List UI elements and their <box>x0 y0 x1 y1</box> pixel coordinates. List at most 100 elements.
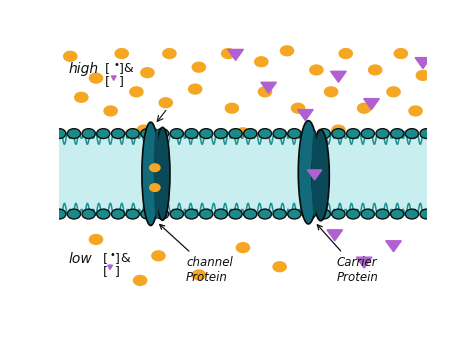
Circle shape <box>152 251 165 261</box>
Text: Carrier
Protein: Carrier Protein <box>317 225 378 284</box>
Text: channel
Protein: channel Protein <box>160 224 233 284</box>
Circle shape <box>405 209 419 219</box>
Circle shape <box>387 87 400 97</box>
Circle shape <box>244 209 257 219</box>
Circle shape <box>244 129 257 138</box>
Circle shape <box>357 103 371 113</box>
Circle shape <box>258 129 272 138</box>
Text: [: [ <box>102 264 108 278</box>
Text: low: low <box>68 252 92 266</box>
Polygon shape <box>228 49 243 60</box>
Ellipse shape <box>311 131 318 216</box>
Bar <box>59 136 427 212</box>
Polygon shape <box>307 170 322 180</box>
Circle shape <box>159 98 173 108</box>
Circle shape <box>200 129 213 138</box>
Circle shape <box>405 129 419 138</box>
Circle shape <box>214 209 228 219</box>
Circle shape <box>391 129 404 138</box>
Circle shape <box>104 106 117 116</box>
Circle shape <box>67 129 81 138</box>
Circle shape <box>339 49 352 59</box>
Circle shape <box>317 209 330 219</box>
Text: ]: ] <box>115 252 120 265</box>
Circle shape <box>185 129 198 138</box>
Circle shape <box>53 209 66 219</box>
Circle shape <box>82 129 95 138</box>
Circle shape <box>170 209 183 219</box>
Circle shape <box>75 92 88 102</box>
Ellipse shape <box>312 130 329 221</box>
Circle shape <box>302 209 316 219</box>
Circle shape <box>111 209 125 219</box>
Circle shape <box>229 209 242 219</box>
Circle shape <box>332 125 345 135</box>
Circle shape <box>141 209 154 219</box>
Circle shape <box>214 129 228 138</box>
Circle shape <box>82 209 95 219</box>
Polygon shape <box>327 230 343 241</box>
Text: ]: ] <box>119 62 124 75</box>
Circle shape <box>67 209 81 219</box>
Circle shape <box>391 209 404 219</box>
Circle shape <box>288 129 301 138</box>
Circle shape <box>126 209 139 219</box>
Circle shape <box>170 129 183 138</box>
Circle shape <box>380 139 393 149</box>
Circle shape <box>255 57 268 67</box>
Ellipse shape <box>155 127 170 220</box>
Circle shape <box>376 129 389 138</box>
Circle shape <box>332 209 345 219</box>
Polygon shape <box>386 241 401 252</box>
Circle shape <box>200 209 213 219</box>
Circle shape <box>229 129 242 138</box>
Circle shape <box>376 209 389 219</box>
Circle shape <box>258 209 272 219</box>
Circle shape <box>281 139 293 149</box>
Circle shape <box>416 71 429 80</box>
Circle shape <box>292 103 305 113</box>
Circle shape <box>141 68 154 78</box>
Circle shape <box>90 73 102 83</box>
Circle shape <box>346 209 360 219</box>
Circle shape <box>93 133 106 143</box>
Text: [: [ <box>102 252 108 265</box>
Circle shape <box>310 65 323 75</box>
Circle shape <box>134 275 146 285</box>
Circle shape <box>258 87 272 97</box>
Circle shape <box>189 84 202 94</box>
Circle shape <box>155 129 169 138</box>
Polygon shape <box>108 265 112 269</box>
Circle shape <box>150 164 160 171</box>
Circle shape <box>409 106 422 116</box>
Circle shape <box>332 129 345 138</box>
Text: high: high <box>68 62 99 76</box>
Circle shape <box>302 129 316 138</box>
Circle shape <box>420 129 433 138</box>
Circle shape <box>346 129 360 138</box>
Circle shape <box>141 129 154 138</box>
Polygon shape <box>261 82 276 93</box>
Text: •: • <box>114 60 119 70</box>
Circle shape <box>361 129 374 138</box>
Circle shape <box>126 129 139 138</box>
Ellipse shape <box>298 121 319 224</box>
Polygon shape <box>364 99 379 110</box>
Circle shape <box>192 270 205 280</box>
Circle shape <box>90 235 102 244</box>
Circle shape <box>420 209 433 219</box>
Circle shape <box>64 51 77 61</box>
Circle shape <box>281 46 293 56</box>
Circle shape <box>185 139 198 149</box>
Ellipse shape <box>142 122 160 225</box>
Circle shape <box>137 125 150 135</box>
Circle shape <box>97 129 110 138</box>
Circle shape <box>111 129 125 138</box>
Circle shape <box>273 262 286 272</box>
Ellipse shape <box>154 129 160 219</box>
Circle shape <box>53 129 66 138</box>
Circle shape <box>394 49 408 59</box>
Circle shape <box>317 129 330 138</box>
Text: [: [ <box>105 75 110 88</box>
Circle shape <box>222 49 235 59</box>
